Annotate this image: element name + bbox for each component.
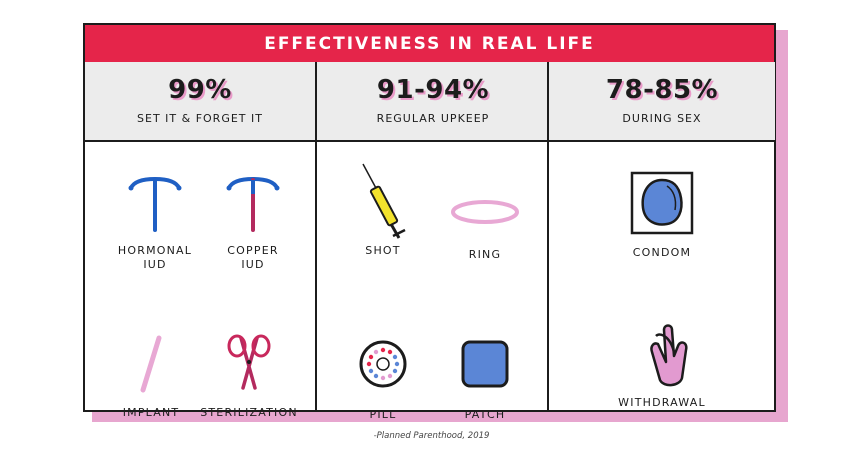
source-credit: -Planned Parenthood, 2019 [373,431,490,441]
patch-icon [461,340,509,388]
column-header: 78-85% DURING SEX [549,62,775,142]
column-subtitle: REGULAR UPKEEP [376,112,490,125]
method-copper-iud: COPPER IUD [193,174,313,272]
syringe-icon [362,163,406,239]
scissors-icon [227,334,271,390]
method-label: RING [468,248,502,261]
method-ring: RING [425,176,545,262]
column-set-it-forget-it: 99% SET IT & FORGET IT HORMONAL IUD COPP… [85,62,315,419]
method-pill: PILL [323,334,443,422]
card-title: EFFECTIVENESS IN REAL LIFE [264,33,595,54]
implant-icon [140,335,162,393]
method-hormonal-iud: HORMONAL IUD [95,174,215,272]
copper-iud-icon [226,176,280,232]
column-subtitle: DURING SEX [622,112,702,125]
ring-icon [451,200,519,224]
method-label: WITHDRAWAL [618,396,706,409]
crossed-fingers-icon [650,324,688,387]
method-implant: IMPLANT [91,332,211,420]
method-sterilization: STERILIZATION [189,332,309,420]
method-label: STERILIZATION [200,406,298,419]
method-label: PATCH [464,408,506,421]
method-label: HORMONAL IUD [117,244,193,271]
method-label: PILL [369,408,397,421]
effectiveness-percent: 78-85% [605,75,719,105]
pill-pack-icon [359,340,407,388]
column-regular-upkeep: 91-94% REGULAR UPKEEP SHOT RING [315,62,549,421]
method-withdrawal: WITHDRAWAL [602,322,722,410]
method-shot: SHOT [323,162,443,258]
method-label: SHOT [365,244,401,257]
title-bar: EFFECTIVENESS IN REAL LIFE [85,25,774,64]
column-during-sex: 78-85% DURING SEX CONDOM WITHDRAWAL [547,62,775,410]
column-header: 99% SET IT & FORGET IT [85,62,315,142]
effectiveness-percent: 91-94% [376,75,490,105]
column-header: 91-94% REGULAR UPKEEP [317,62,549,142]
method-label: CONDOM [632,246,692,259]
method-label: COPPER IUD [227,244,279,271]
method-condom: CONDOM [602,168,722,260]
method-patch: PATCH [425,334,545,422]
method-label: IMPLANT [122,406,180,419]
hormonal-iud-icon [128,176,182,232]
column-subtitle: SET IT & FORGET IT [137,112,263,125]
effectiveness-percent: 99% [168,75,232,105]
condom-icon [630,171,694,235]
effectiveness-card: EFFECTIVENESS IN REAL LIFE 99% SET IT & … [83,23,776,421]
